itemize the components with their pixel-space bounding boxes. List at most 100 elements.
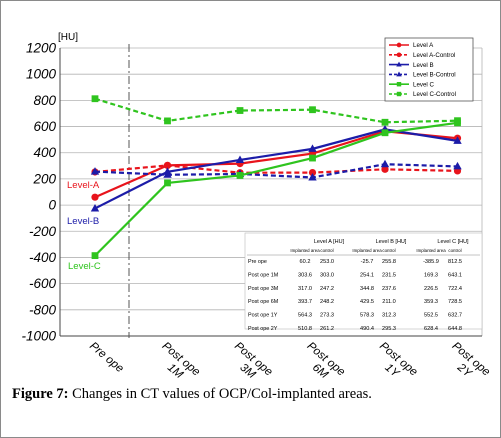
data-point: [380, 159, 390, 168]
x-axis: Pre ope Post ope1M Post ope3M Post ope6M Pos…: [87, 340, 492, 388]
series-line: [94, 97, 458, 124]
table-cell: 261.2: [320, 326, 334, 332]
table-row-label: Post ope 3M: [248, 286, 279, 292]
data-point: [308, 172, 317, 181]
table-cell: 510.8: [298, 326, 312, 332]
data-point: [309, 154, 316, 162]
table-cell: 237.6: [382, 286, 396, 292]
table-cell: -25.7: [361, 259, 374, 265]
data-point: [381, 129, 389, 137]
data-point: [308, 168, 317, 177]
y-tick-label: -800: [29, 302, 57, 317]
series-line: [94, 121, 458, 257]
legend: Level A Level A-Control Level B Level B-Con…: [384, 37, 474, 102]
legend-label: Level C: [413, 81, 435, 88]
table-cell: 643.1: [448, 272, 462, 278]
table-subheader: control: [320, 248, 333, 253]
table-group-header: Level C [HU]: [437, 239, 469, 245]
table-row-label: Pre ope: [248, 259, 267, 265]
series-lines: [90, 95, 462, 260]
table-subheader: Implanted area: [416, 248, 446, 253]
data-point: [164, 179, 171, 187]
table-cell: 254.1: [360, 272, 374, 278]
table-row-label: Post ope 1Y: [248, 313, 278, 319]
y-tick-label: 400: [33, 145, 56, 160]
x-tick-label: Post ope3M: [224, 340, 275, 388]
x-tick-label: Post ope1M: [151, 340, 202, 388]
data-point: [453, 136, 462, 144]
figure-caption-text: Changes in CT values of OCP/Col-implante…: [68, 386, 372, 402]
y-axis-unit: [HU]: [58, 32, 78, 43]
level-annotation: Level-C: [68, 261, 101, 272]
table-cell: 295.3: [382, 326, 396, 332]
y-tick-label: 1200: [26, 41, 57, 56]
table-cell: 255.8: [382, 259, 396, 265]
legend-label: Level A: [413, 42, 434, 49]
data-point: [309, 106, 316, 114]
data-point: [396, 81, 402, 87]
data-point: [381, 118, 389, 126]
data-point: [163, 161, 172, 170]
table-cell: 231.5: [382, 272, 396, 278]
table-cell: 312.3: [382, 313, 396, 319]
table-cell: 60.2: [300, 259, 311, 265]
y-tick-label: 200: [32, 171, 56, 186]
table-cell: 169.3: [424, 272, 438, 278]
y-tick-label: 800: [33, 93, 56, 108]
table-cell: 247.2: [320, 286, 334, 292]
legend-item: Level C-Control: [389, 91, 456, 98]
data-point: [164, 117, 171, 125]
table-cell: 226.5: [424, 286, 438, 292]
table-row-label: Post ope 1M: [248, 272, 279, 278]
data-point: [235, 155, 245, 163]
y-tick-label: 0: [48, 198, 56, 213]
legend-item: Level B: [389, 61, 434, 69]
data-point: [396, 52, 402, 58]
data-point: [308, 144, 317, 152]
table-group-header: Level A [HU]: [314, 239, 345, 245]
table-cell: 359.3: [424, 299, 438, 305]
data-point: [396, 61, 402, 67]
table-subheader: Implanted area: [352, 248, 382, 253]
figure-label: Figure 7:: [12, 386, 69, 402]
data-point: [236, 107, 244, 114]
x-tick-label: Pre ope: [87, 340, 126, 375]
table-cell: 303.0: [320, 272, 334, 278]
data-point: [396, 91, 402, 97]
table-subheader: control: [382, 248, 395, 253]
legend-item: Level C: [389, 81, 435, 88]
data-table: Level A [HU] Level B [HU] Level C [HU] Impl…: [244, 232, 483, 332]
data-point: [91, 193, 99, 201]
x-tick-label: Post ope6M: [296, 340, 347, 388]
table-cell: 273.3: [320, 313, 334, 319]
table-cell: 628.4: [424, 326, 438, 332]
table-cell: 248.2: [320, 299, 334, 305]
table-cell: 564.3: [298, 313, 312, 319]
legend-label: Level B: [413, 62, 434, 69]
table-cell: 552.5: [424, 313, 438, 319]
table-cell: 429.5: [360, 299, 374, 305]
data-point: [91, 252, 99, 260]
y-tick-label: 600: [33, 119, 56, 134]
series-line: [94, 164, 458, 174]
legend-item: Level A-Control: [389, 52, 455, 59]
table-cell: 632.7: [448, 313, 462, 319]
table-cell: 211.0: [382, 299, 396, 305]
data-point: [454, 117, 461, 125]
table-cell: 344.8: [360, 286, 374, 292]
legend-item: Level A: [389, 42, 434, 49]
legend-item: Level B-Control: [389, 71, 456, 79]
y-tick-label: -400: [29, 250, 57, 265]
y-axis: -1000 -800 -600 -400 -200 0 200 400 600 800 1000 12…: [21, 41, 482, 344]
level-annotations: Level-A Level-B Level-C: [67, 180, 101, 272]
table-subheader: control: [448, 248, 461, 253]
legend-label: Level B-Control: [413, 72, 456, 79]
series-level-a: [91, 127, 462, 201]
y-tick-label: -200: [29, 224, 57, 239]
x-tick-label: Post ope2Y: [441, 340, 492, 388]
table-cell: 317.0: [298, 286, 312, 292]
legend-label: Level A-Control: [413, 52, 455, 59]
table-cell: 812.5: [448, 259, 462, 265]
data-point: [90, 167, 100, 175]
